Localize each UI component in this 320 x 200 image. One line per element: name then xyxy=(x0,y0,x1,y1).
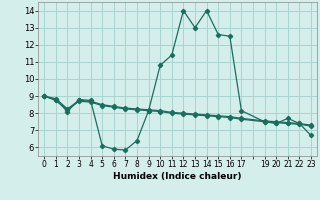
X-axis label: Humidex (Indice chaleur): Humidex (Indice chaleur) xyxy=(113,172,242,181)
